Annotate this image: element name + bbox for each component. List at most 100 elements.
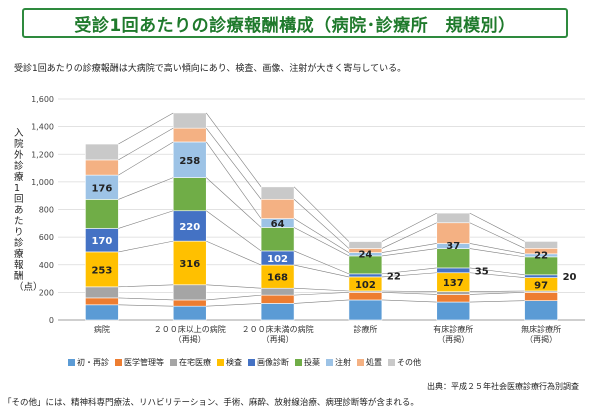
series-connector-line	[118, 141, 174, 176]
legend-item: 処置	[357, 357, 382, 368]
series-connector-line	[118, 240, 174, 253]
series-connector-line	[381, 243, 437, 253]
bar-segment	[260, 198, 295, 219]
legend-item: 医学管理等	[115, 357, 164, 368]
legend-swatch	[357, 359, 364, 366]
x-tick-label: （再掲）	[174, 334, 206, 344]
x-tick-label: ２００床以上の病院	[154, 324, 226, 334]
footnote: 「その他」には、精神科専門療法、リハビリテーション、手術、麻酔、放射線治療、病理…	[3, 398, 419, 408]
data-label: 37	[446, 241, 460, 252]
series-connector-line	[294, 292, 349, 296]
bar-segment	[348, 292, 383, 301]
y-tick-label: 800	[39, 206, 54, 215]
bar-segment	[524, 292, 558, 301]
series-connector-line	[469, 222, 525, 249]
x-tick-label: 無床診療所	[521, 324, 561, 334]
series-connector-line	[469, 267, 525, 276]
series-connector-line	[118, 297, 174, 301]
series-connector-line	[118, 127, 174, 161]
series-connector-line	[469, 243, 525, 255]
bar-segment	[260, 303, 295, 321]
y-tick-label: 1,600	[31, 95, 54, 104]
bar-segment	[172, 141, 207, 178]
series-connector-line	[206, 240, 262, 266]
series-connector-line	[206, 210, 262, 252]
series-connector-line	[381, 222, 437, 249]
legend-label: 処置	[366, 358, 382, 367]
bar-segment	[348, 273, 383, 278]
series-connector-line	[381, 299, 437, 303]
bar-segment	[260, 287, 295, 296]
data-label: 24	[358, 249, 372, 260]
bar-segment	[172, 305, 207, 321]
x-tick-label: （再掲）	[262, 334, 294, 344]
data-label: 253	[91, 265, 112, 276]
series-connector-line	[206, 112, 262, 188]
bar-segment	[85, 251, 119, 288]
series-connector-line	[118, 304, 174, 307]
data-label: 170	[91, 236, 112, 247]
series-connector-line	[206, 303, 262, 307]
data-label: 64	[271, 219, 285, 230]
x-tick-label: 診療所	[353, 324, 377, 334]
legend-swatch	[170, 359, 177, 366]
x-tick-label: （再掲）	[437, 334, 469, 344]
series-connector-line	[381, 267, 437, 275]
legend-item: 検査	[217, 357, 242, 368]
legend-item: 投薬	[295, 357, 320, 368]
bar-segment	[172, 112, 207, 129]
series-connector-line	[206, 141, 262, 219]
legend-label: 注射	[335, 358, 351, 367]
bar-segment	[436, 294, 471, 303]
series-connector-line	[206, 284, 262, 289]
chart-subtitle: 受診1回あたりの診療報酬は大病院で高い傾向にあり、検査、画像、注射が大きく寄与し…	[14, 64, 407, 74]
legend-label: 画像診断	[257, 358, 289, 367]
data-label: 102	[267, 254, 288, 265]
x-tick-label: ２００床未満の病院	[242, 324, 314, 334]
legend-swatch	[115, 359, 122, 366]
data-label: 258	[179, 156, 200, 167]
y-tick-label: 0	[49, 316, 54, 325]
bar-segment	[436, 291, 471, 295]
bar-segment	[524, 241, 558, 249]
series-connector-line	[293, 218, 350, 253]
bar-segment	[85, 304, 119, 321]
legend-label: 検査	[226, 358, 242, 367]
series-connector-line	[293, 199, 350, 249]
legend-swatch	[295, 359, 302, 366]
bar-segment	[348, 241, 383, 249]
data-label: 176	[91, 183, 112, 194]
bar-segment	[85, 297, 119, 306]
bar-segment	[172, 127, 207, 143]
series-connector-line	[381, 292, 437, 295]
legend-swatch	[68, 359, 75, 366]
series-connector-line	[469, 292, 525, 295]
bar-segment	[436, 267, 471, 274]
bar-segment	[348, 299, 383, 321]
chart-legend: 初・再診 医学管理等 在宅医療 検査 画像診断 投薬 注射 処置 その他	[68, 357, 421, 368]
data-label: 22	[534, 250, 548, 261]
data-label: 168	[267, 273, 288, 284]
data-label: 316	[179, 259, 200, 270]
series-connector-line	[206, 177, 262, 228]
data-label: 20	[563, 272, 577, 283]
x-tick-label: 有床診療所	[433, 324, 473, 334]
bar-segment	[260, 294, 295, 304]
series-connector-line	[293, 227, 350, 257]
series-connector-line	[118, 284, 174, 288]
bar-segment	[85, 174, 119, 200]
legend-label: 在宅医療	[179, 358, 211, 367]
bar-segment	[172, 210, 207, 242]
bar-segment	[172, 177, 207, 212]
series-connector-line	[381, 212, 437, 242]
series-connector-line	[469, 248, 525, 258]
bar-segment	[85, 286, 119, 299]
series-connector-line	[469, 290, 525, 292]
bar-segment	[524, 300, 558, 321]
y-tick-label: 1,000	[31, 178, 54, 187]
data-label: 137	[443, 278, 464, 289]
series-connector-line	[469, 300, 525, 303]
series-connector-line	[294, 287, 349, 292]
legend-item: 在宅医療	[170, 357, 211, 368]
